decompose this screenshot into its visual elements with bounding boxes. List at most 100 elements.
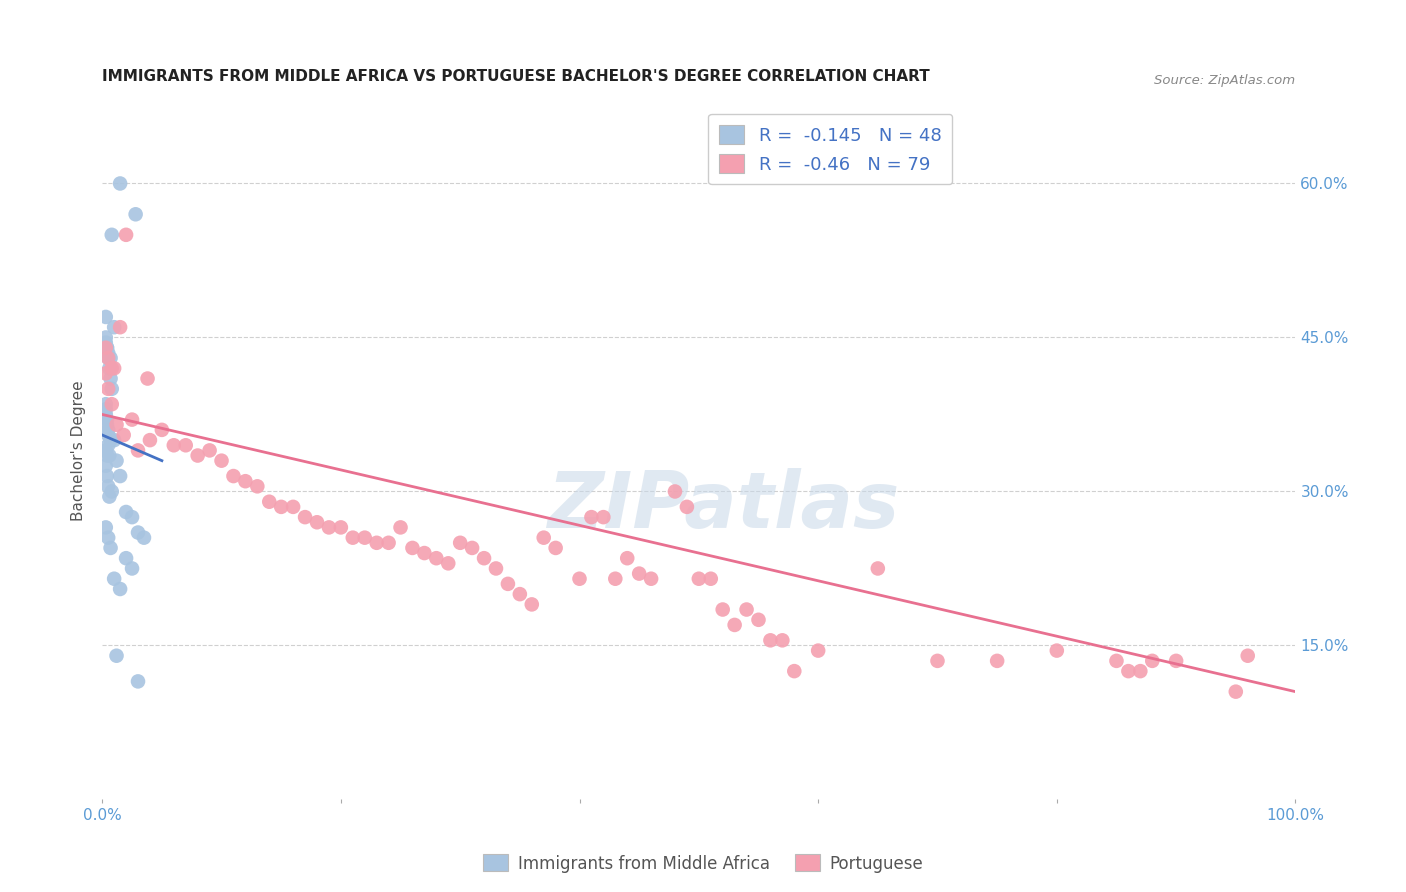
Point [1105, 654, 1128, 668]
Point [150, 423, 173, 437]
Point [927, 654, 949, 668]
Point [121, 510, 143, 524]
Point [770, 633, 793, 648]
Legend: Immigrants from Middle Africa, Portuguese: Immigrants from Middle Africa, Portugues… [477, 847, 929, 880]
Point [112, 428, 135, 442]
Point [783, 664, 806, 678]
Point [97, 382, 120, 396]
Point [108, 582, 131, 596]
Point [318, 520, 340, 534]
Point [121, 412, 143, 426]
Point [496, 577, 519, 591]
Point [711, 602, 734, 616]
Point [425, 551, 447, 566]
Point [97, 346, 120, 360]
Point [136, 371, 159, 385]
Point [198, 443, 221, 458]
Point [94, 408, 117, 422]
Point [1225, 684, 1247, 698]
Point [97, 351, 120, 365]
Point [94, 310, 117, 324]
Point [100, 361, 122, 376]
Point [127, 525, 149, 540]
Point [96, 412, 118, 426]
Point [100, 227, 122, 242]
Point [747, 613, 769, 627]
Point [401, 541, 423, 555]
Point [96, 417, 118, 432]
Point [235, 474, 257, 488]
Point [759, 633, 782, 648]
Point [108, 320, 131, 334]
Point [97, 423, 120, 437]
Point [688, 572, 710, 586]
Point [640, 572, 662, 586]
Point [1166, 654, 1188, 668]
Point [115, 227, 138, 242]
Point [723, 618, 745, 632]
Point [294, 510, 316, 524]
Point [664, 484, 686, 499]
Point [115, 551, 138, 566]
Point [1046, 643, 1069, 657]
Text: ZIPatlas: ZIPatlas [547, 468, 898, 544]
Point [533, 531, 555, 545]
Point [96, 341, 118, 355]
Point [105, 648, 128, 663]
Point [700, 572, 723, 586]
Point [676, 500, 699, 514]
Point [105, 417, 128, 432]
Point [100, 397, 122, 411]
Point [94, 443, 117, 458]
Legend: R =  -0.145   N = 48, R =  -0.46   N = 79: R = -0.145 N = 48, R = -0.46 N = 79 [709, 114, 952, 185]
Point [187, 449, 209, 463]
Point [1236, 648, 1258, 663]
Point [986, 654, 1008, 668]
Point [1129, 664, 1152, 678]
Point [98, 449, 121, 463]
Point [544, 541, 567, 555]
Point [581, 510, 603, 524]
Point [96, 449, 118, 463]
Point [97, 479, 120, 493]
Point [94, 330, 117, 344]
Point [366, 536, 388, 550]
Point [592, 510, 614, 524]
Point [305, 515, 328, 529]
Point [100, 541, 122, 555]
Point [413, 546, 436, 560]
Point [329, 520, 352, 534]
Point [103, 433, 125, 447]
Point [98, 361, 121, 376]
Point [103, 361, 125, 376]
Y-axis label: Bachelor's Degree: Bachelor's Degree [72, 380, 86, 521]
Point [520, 598, 543, 612]
Text: Source: ZipAtlas.com: Source: ZipAtlas.com [1154, 74, 1295, 87]
Point [1142, 654, 1164, 668]
Point [94, 458, 117, 473]
Point [100, 351, 122, 365]
Point [139, 433, 162, 447]
Point [353, 531, 375, 545]
Point [568, 572, 591, 586]
Point [866, 561, 889, 575]
Point [105, 453, 128, 467]
Point [437, 557, 460, 571]
Point [94, 520, 117, 534]
Point [174, 438, 197, 452]
Point [94, 397, 117, 411]
Point [377, 536, 399, 550]
Point [96, 469, 118, 483]
Point [628, 566, 651, 581]
Point [100, 382, 122, 396]
Point [449, 536, 471, 550]
Point [103, 572, 125, 586]
Point [96, 341, 118, 355]
Point [121, 561, 143, 575]
Point [246, 479, 269, 493]
Point [270, 500, 292, 514]
Point [461, 541, 484, 555]
Point [108, 469, 131, 483]
Point [103, 320, 125, 334]
Text: IMMIGRANTS FROM MIDDLE AFRICA VS PORTUGUESE BACHELOR'S DEGREE CORRELATION CHART: IMMIGRANTS FROM MIDDLE AFRICA VS PORTUGU… [103, 69, 929, 84]
